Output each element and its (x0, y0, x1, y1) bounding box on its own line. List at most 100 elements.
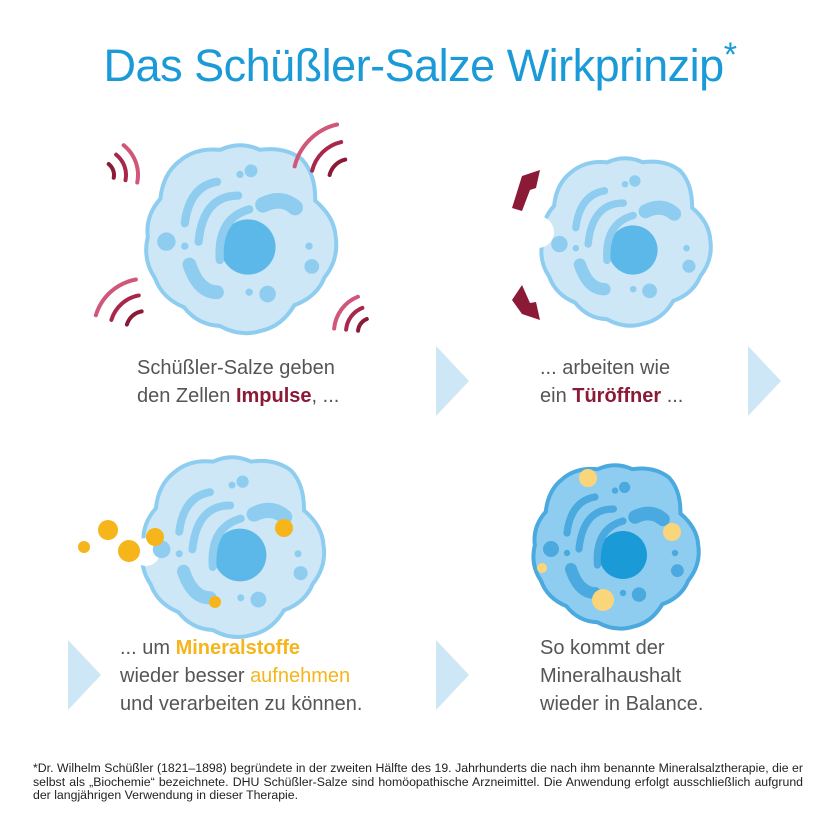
mineral-dot (592, 589, 614, 611)
nucleus (213, 528, 267, 582)
vesicle (237, 594, 245, 602)
chevron-right-icon (68, 640, 101, 710)
organelle (572, 187, 609, 232)
organelle (188, 501, 235, 554)
organelle (603, 211, 637, 265)
mineral-dots-icon (146, 528, 164, 546)
impulse-waves-icon (292, 122, 340, 169)
impulse-waves-icon (327, 157, 348, 177)
vesicle (551, 235, 568, 253)
vesicle (304, 259, 320, 274)
vesicle (293, 566, 308, 581)
nucleus (220, 219, 276, 275)
vesicle (175, 550, 183, 558)
vesicle (250, 591, 267, 608)
organelle (180, 177, 222, 228)
vesicle (671, 549, 679, 557)
mitochondrion (565, 563, 601, 599)
vesicle (619, 589, 627, 597)
organelle (175, 488, 214, 536)
mineral-dots-icon (118, 540, 140, 562)
caption-1: Schüßler-Salze geben den Zellen Impulse,… (137, 354, 339, 410)
impulse-waves-icon (310, 140, 344, 173)
text: ... um (120, 637, 176, 659)
chevron-right-icon (748, 346, 781, 416)
vesicle (294, 550, 302, 558)
highlight-absorb: aufnehmen (250, 665, 351, 687)
vesicle (682, 259, 696, 273)
cell-bite (522, 216, 554, 248)
mitochondrion (182, 257, 224, 300)
vesicle (181, 242, 189, 250)
vesicle (572, 244, 580, 252)
caption-3: ... um Mineralstoffe wieder besser aufne… (120, 634, 362, 718)
vesicle (259, 285, 276, 303)
mineral-dots-icon (209, 596, 221, 608)
mitochondrion (628, 506, 670, 527)
organelle (593, 517, 627, 569)
impulse-waves-icon (332, 294, 360, 331)
nucleus (599, 531, 647, 579)
impulse-waves-icon (93, 277, 138, 318)
footnote-text: Dr. Wilhelm Schüßler (1821–1898) begründ… (33, 761, 803, 802)
vesicle (228, 481, 236, 489)
page-title: Das Schüßler-Salze Wirkprinzip* (0, 36, 840, 92)
vesicle (157, 232, 176, 251)
vesicle (631, 587, 647, 602)
text: wieder besser (120, 665, 251, 687)
caption-2-line1: ... arbeiten wie (540, 357, 671, 379)
caption-4-line2: Mineralhaushalt (540, 665, 682, 687)
impulse-waves-icon (114, 152, 128, 183)
mineral-dot (663, 523, 681, 541)
caption-3-line3: und verarbeiten zu können. (120, 693, 363, 715)
organelle (215, 205, 254, 265)
impulse-waves-icon (344, 305, 365, 332)
text: den Zellen (137, 385, 236, 407)
footnote-marker: * (33, 761, 38, 775)
vesicle (683, 244, 690, 252)
vesicle (629, 175, 641, 187)
footnote: *Dr. Wilhelm Schüßler (1821–1898) begrün… (33, 761, 803, 803)
organelle (194, 191, 243, 246)
text: ein (540, 385, 573, 407)
highlight-door-opener: Türöffner (572, 385, 662, 407)
door-arrows-icon (512, 285, 540, 320)
vesicle (619, 481, 631, 493)
caption-2: ... arbeiten wie ein Türöffner ... (540, 354, 683, 410)
impulse-waves-icon (109, 293, 141, 322)
title-text: Das Schüßler-Salze Wirkprinzip (103, 40, 725, 91)
mineral-dots-icon (78, 541, 90, 553)
title-asterisk: * (723, 36, 737, 74)
text: ... (661, 385, 684, 407)
chevron-right-icon (436, 346, 469, 416)
door-arrows-icon (512, 170, 540, 211)
mitochondrion (638, 200, 682, 221)
caption-3-line2: wieder besser aufnehmen (120, 662, 362, 690)
vesicle (621, 180, 629, 188)
mineral-dot (537, 563, 547, 573)
mineral-dot (579, 469, 597, 487)
caption-1-line1: Schüßler-Salze geben (137, 357, 335, 379)
chevron-right-icon (436, 640, 469, 710)
mitochondrion (246, 502, 293, 525)
mitochondrion (255, 193, 304, 216)
highlight-minerals: Mineralstoffe (175, 637, 301, 659)
vesicle (236, 475, 249, 488)
vesicle (245, 288, 253, 296)
organelle (563, 493, 599, 537)
highlight-impulse: Impulse (235, 385, 312, 407)
mitochondrion (573, 258, 611, 296)
impulse-waves-icon (121, 143, 140, 185)
organelle (575, 505, 617, 553)
impulse-waves-icon (106, 162, 116, 180)
caption-3-line1: ... um Mineralstoffe (120, 634, 362, 662)
mineral-dots-icon (275, 519, 293, 537)
vesicle (543, 541, 559, 557)
vesicle (642, 283, 657, 299)
vesicle (611, 487, 619, 494)
caption-4-line1: So kommt der (540, 637, 665, 659)
organelle (208, 514, 245, 571)
organelle (584, 199, 628, 248)
vesicle (563, 549, 571, 557)
